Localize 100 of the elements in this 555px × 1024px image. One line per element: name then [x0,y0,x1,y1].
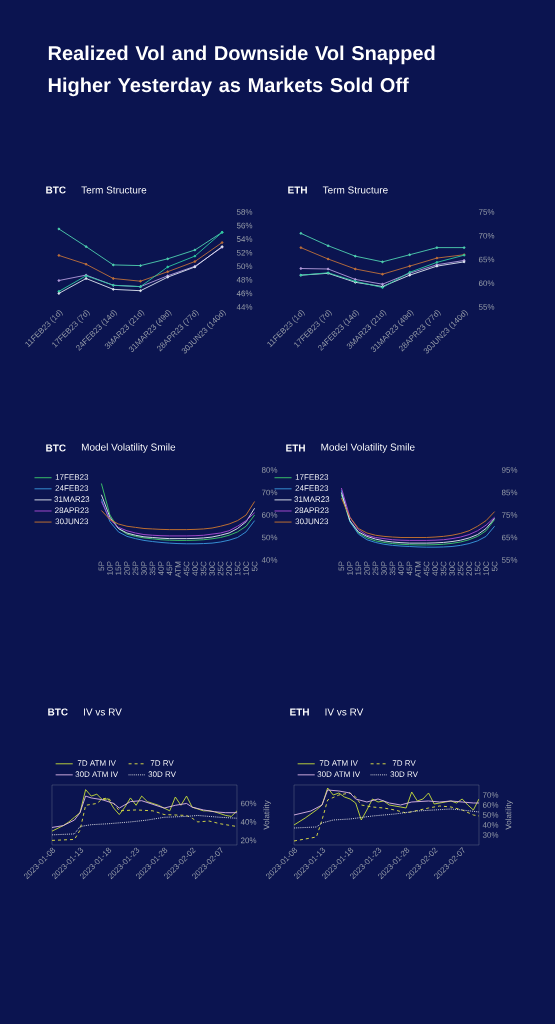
y-tick-label: 55% [478,304,495,310]
y-tick-label: 48% [236,277,253,283]
chart-title: Model Volatility Smile [321,443,415,453]
y-tick-label: 50% [236,263,253,270]
x-tick-label: 15C [474,561,481,576]
y-tick-label: 50% [261,534,278,541]
legend-label: 24FEB23 [55,485,89,491]
y-tick-label: 70% [261,489,278,496]
x-tick-label: 30P [381,561,387,576]
legend-label: 30D ATM IV [317,771,361,777]
x-tick-label: 40C [432,561,438,576]
y-tick-label: 60% [482,802,499,808]
x-tick-label: 25P [372,561,379,576]
x-tick-label: 45P [166,561,173,576]
y-tick-label: 58% [236,209,253,215]
y-tick-label: 95% [501,467,518,473]
y-tick-label: 85% [501,489,518,496]
legend-label: 30D RV [148,771,176,777]
legend-label: 30D ATM IV [75,771,119,777]
x-tick-label: 20C [226,561,232,576]
chart-title: IV vs RV [325,708,364,716]
legend-label: 17FEB23 [55,474,89,480]
legend-label: 24FEB23 [295,485,329,491]
y-tick-label: 30% [482,832,499,838]
x-tick-label: 20C [466,561,472,576]
legend-label: 7D RV [392,760,416,766]
x-tick-label: 15P [355,561,362,575]
y-tick-label: 75% [501,512,518,518]
y-tick-label: 60% [478,280,495,287]
chart-title: Term Structure [81,186,147,194]
y-tick-label: 40% [240,819,257,825]
x-tick-label: 25C [457,561,464,576]
x-tick-label: 35P [389,561,396,576]
y-tick-label: 54% [236,236,253,242]
x-tick-label: 10P [347,561,353,575]
y-tick-label: 44% [236,304,253,310]
x-tick-label: 30C [449,561,455,576]
legend-label: 17FEB23 [295,474,329,480]
x-tick-label: ATM [415,561,421,578]
legend-label: 28APR23 [55,507,89,514]
x-tick-label: 10P [107,561,113,575]
legend-label: 30JUN23 [295,518,329,525]
y-tick-label: 50% [482,812,499,818]
y-tick-label: 75% [478,209,495,215]
chart-subtitle: ETH [290,708,309,716]
legend-label: 7D ATM IV [319,760,358,766]
y-tick-label: 60% [240,800,257,807]
y-tick-label: 20% [240,837,257,844]
chart-title: Term Structure [322,186,388,194]
x-tick-label: 5P [98,561,105,571]
x-tick-label: 45C [183,561,190,576]
y-tick-label: 60% [261,512,278,518]
chart-subtitle: BTC [48,708,68,716]
x-tick-label: 15C [234,561,241,576]
x-tick-label: 35C [200,561,207,576]
x-tick-label: 5C [491,561,498,572]
x-tick-label: 20P [364,561,370,576]
x-tick-label: 35P [149,561,156,576]
y-axis-title: Volatility [263,800,271,830]
chart-title: IV vs RV [84,708,122,716]
legend-label: 30D RV [390,771,418,777]
x-tick-label: 10C [243,561,249,576]
x-tick-label: 30P [141,561,147,576]
y-axis-title: Volatility [505,800,513,830]
x-tick-label: 10C [483,561,489,576]
y-tick-label: 65% [501,534,518,541]
legend-label: 31MAR23 [294,496,330,503]
legend-label: 30JUN23 [55,518,89,525]
legend-label: 7D ATM IV [77,760,116,766]
legend-label: 28APR23 [295,507,329,514]
x-tick-label: ATM [175,561,181,578]
chart-subtitle: ETH [286,444,305,452]
x-tick-label: 15P [115,561,122,575]
text: Realized Vol and Downside Vol Snapped Higher Yesterday as Markets Sold Off [48,45,435,97]
legend-label: 7D RV [150,760,174,766]
y-tick-label: 70% [478,232,495,239]
x-tick-label: 40C [192,561,198,576]
x-tick-label: 45P [406,561,413,576]
y-tick-label: 40% [261,557,278,563]
legend-label: 31MAR23 [54,496,90,503]
y-tick-label: 40% [482,822,499,828]
x-tick-label: 25P [132,561,139,576]
x-tick-label: 20P [124,561,130,576]
y-tick-label: 70% [482,792,499,798]
x-tick-label: 35C [440,561,447,576]
y-tick-label: 55% [501,557,518,563]
x-tick-label: 5P [338,561,345,571]
chart-title: Model Volatility Smile [81,443,176,453]
y-tick-label: 80% [261,467,278,473]
x-tick-label: 5C [251,561,258,572]
chart-subtitle: BTC [46,186,66,194]
x-tick-label: 45C [423,561,430,576]
y-tick-label: 65% [478,256,495,263]
x-tick-label: 40P [158,561,164,576]
y-tick-label: 56% [236,222,253,229]
x-tick-label: 30C [209,561,215,576]
chart-subtitle: ETH [288,186,307,194]
y-tick-label: 52% [236,249,253,256]
x-tick-label: 25C [217,561,224,576]
x-tick-label: 40P [398,561,404,576]
